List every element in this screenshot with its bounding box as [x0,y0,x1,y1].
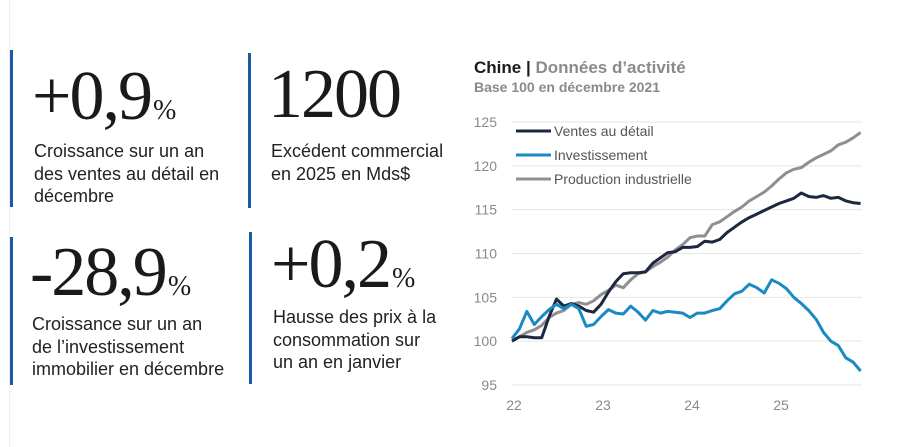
y-tick-label: 110 [475,246,498,262]
kpi-accent-bar [248,53,251,208]
x-tick-label: 23 [595,397,611,413]
kpi-value-real-estate: -28,9% [30,234,192,311]
legend-label: Production industrielle [554,171,692,187]
legend-label: Investissement [554,147,647,163]
y-tick-label: 115 [475,202,498,218]
x-tick-label: 25 [773,397,789,413]
x-tick-label: 24 [684,397,700,413]
kpi-accent-bar [10,50,13,207]
kpi-description-retail: Croissance sur un an des ventes au détail… [34,141,220,206]
kpi-accent-bar [10,237,13,385]
y-tick-label: 105 [474,289,498,305]
kpi-value-trade-surplus: 1200 [268,56,402,133]
kpi-description-cpi: Hausse des prix à la consommation sur un a… [273,307,437,372]
y-tick-label: 120 [474,158,498,174]
y-tick-label: 125 [474,114,498,130]
kpi-description-trade-surplus: Excédent commercial en 2025 en Mds$ [271,141,444,184]
kpi-accent-bar [249,232,252,384]
kpi-value-cpi: +0,2% [271,226,416,303]
chart-subtitle: Base 100 en décembre 2021 [474,79,661,95]
chart-title: Chine | Données d’activité [474,58,686,77]
x-tick-label: 22 [506,397,522,413]
kpi-value-retail: +0,9% [32,58,177,135]
series-line-ventes-au-d-tail [511,191,861,343]
y-tick-label: 95 [481,377,497,393]
kpi-description-real-estate: Croissance sur un an de l’investissement i… [32,314,225,379]
y-tick-label: 100 [474,333,498,349]
page-edge-line [9,0,10,447]
series-line-investissement [510,278,862,372]
legend-label: Ventes au détail [554,123,654,139]
